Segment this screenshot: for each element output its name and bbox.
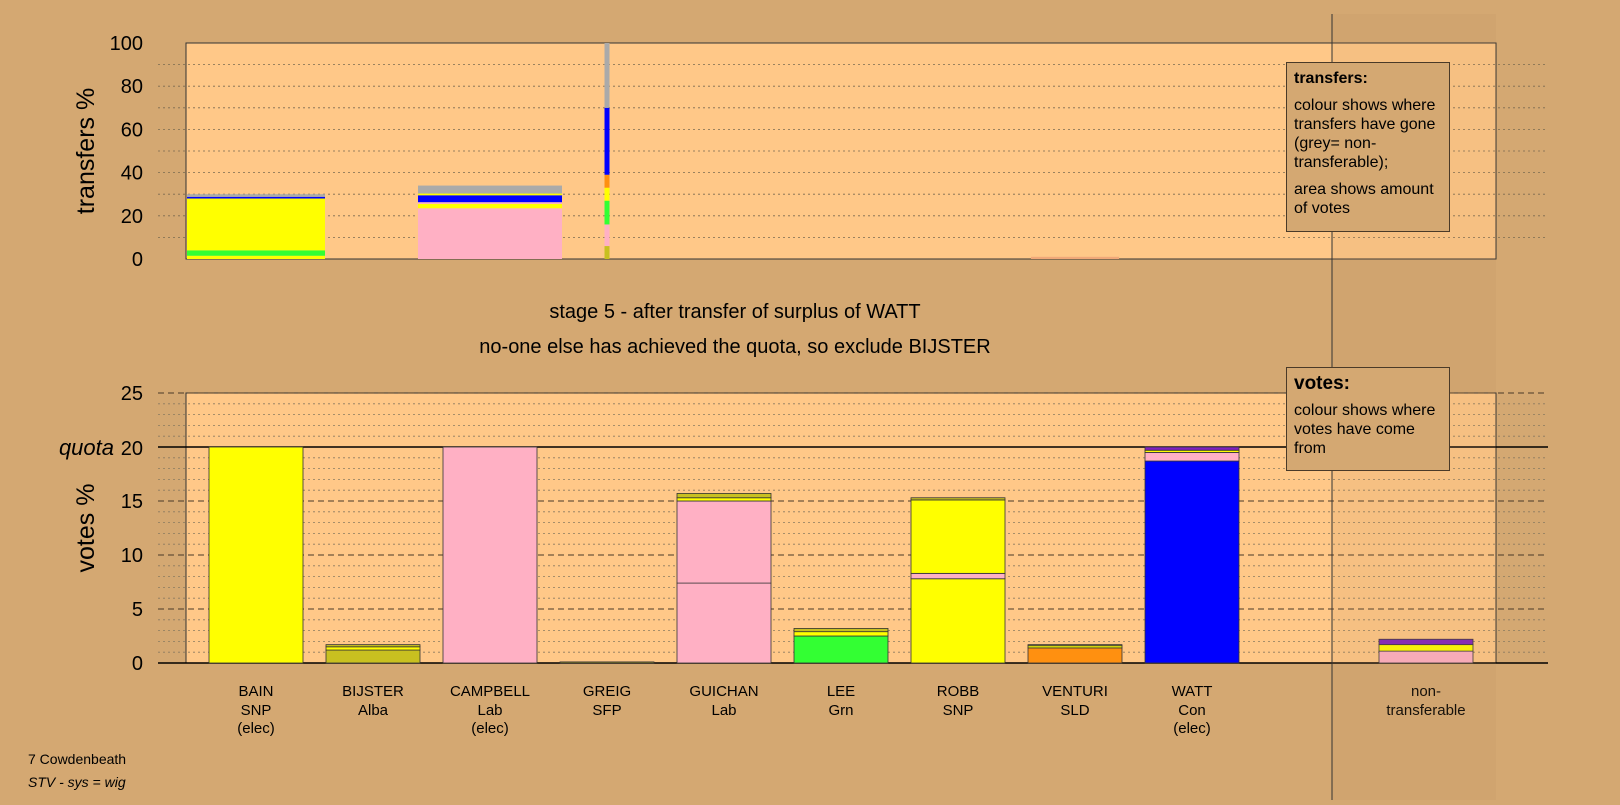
vote-segment-watt bbox=[1144, 446, 1240, 451]
transfer-segment-bain bbox=[187, 255, 325, 259]
transfer-segment-bain bbox=[187, 250, 325, 256]
votes-plot-area bbox=[185, 392, 1497, 664]
transfer-segment-greig bbox=[604, 200, 610, 225]
transfers-legend-colour-text: colour shows where transfers have gone (… bbox=[1294, 97, 1436, 171]
vote-segment-robb bbox=[910, 578, 1006, 664]
candidate-party-label: SNP bbox=[241, 702, 272, 719]
vote-segment-robb bbox=[910, 499, 1006, 574]
constituency-label: 7 Cowdenbeath bbox=[28, 751, 127, 767]
candidate-party-label: Alba bbox=[358, 702, 389, 719]
transfer-segment-greig bbox=[604, 224, 610, 247]
transfer-segment-greig bbox=[604, 187, 610, 201]
nontransferable-label-line1: non- bbox=[1411, 683, 1441, 700]
vote-segment-watt bbox=[1144, 460, 1240, 664]
vote-segment-bijster bbox=[325, 649, 421, 664]
vote-segment-guichan bbox=[676, 493, 772, 499]
candidate-name-label: BAIN bbox=[238, 683, 273, 700]
candidate-name-label: LEE bbox=[827, 683, 855, 700]
candidate-name-label: GREIG bbox=[583, 683, 631, 700]
nontransferable-label-line2: transferable bbox=[1386, 702, 1465, 719]
transfers-y-tick-label: 60 bbox=[121, 119, 143, 141]
vote-segment-non-transferable bbox=[1378, 638, 1474, 646]
vote-segment-robb bbox=[910, 572, 1006, 580]
transfers-y-tick-label: 20 bbox=[121, 206, 143, 228]
votes-y-tick-label: 15 bbox=[121, 491, 143, 513]
votes-y-tick-label: 25 bbox=[121, 383, 143, 405]
candidate-status-label: (elec) bbox=[237, 720, 275, 737]
votes-y-tick-label: 10 bbox=[121, 545, 143, 567]
candidate-party-label: Con bbox=[1178, 702, 1206, 719]
candidate-party-label: SFP bbox=[592, 702, 621, 719]
vote-segment-lee bbox=[793, 635, 889, 664]
candidate-status-label: (elec) bbox=[1173, 720, 1211, 737]
transfer-segment-campbell bbox=[418, 185, 562, 194]
transfers-y-tick-label: 80 bbox=[121, 76, 143, 98]
vote-segment-greig bbox=[559, 661, 655, 664]
vote-segment-robb bbox=[910, 497, 1006, 501]
transfer-segment-campbell bbox=[418, 202, 562, 204]
transfer-segment-campbell bbox=[418, 203, 562, 209]
transfer-segment-greig bbox=[604, 246, 610, 259]
votes-y-tick-label: 0 bbox=[132, 653, 143, 675]
candidate-name-label: WATT bbox=[1172, 683, 1213, 700]
stage-heading: stage 5 - after transfer of surplus of W… bbox=[549, 301, 920, 323]
vote-segment-lee bbox=[793, 628, 889, 633]
transfer-segment-greig bbox=[604, 43, 610, 108]
transfer-segment-bain bbox=[187, 198, 325, 251]
vote-segment-bain bbox=[208, 446, 304, 664]
transfer-segment-venturi bbox=[1031, 256, 1119, 259]
vote-segment-venturi bbox=[1027, 647, 1123, 664]
vote-segment-watt bbox=[1144, 451, 1240, 462]
vote-segment-lee bbox=[793, 631, 889, 637]
transfer-segment-bain bbox=[187, 196, 325, 199]
transfer-segment-campbell bbox=[418, 208, 562, 259]
candidate-party-label: Grn bbox=[828, 702, 853, 719]
stage-decision-text: no-one else has achieved the quota, so e… bbox=[479, 336, 990, 358]
vote-segment-bijster bbox=[325, 644, 421, 648]
votes-y-axis-label: votes % bbox=[72, 484, 100, 573]
candidate-name-label: GUICHAN bbox=[689, 683, 758, 700]
transfers-y-tick-label: 40 bbox=[121, 163, 143, 185]
transfer-segment-campbell bbox=[418, 195, 562, 203]
votes-legend: votes: colour shows where votes have com… bbox=[1286, 367, 1450, 471]
candidate-name-label: ROBB bbox=[937, 683, 980, 700]
transfer-segment-bain bbox=[187, 194, 325, 197]
transfers-y-tick-label: 0 bbox=[132, 249, 143, 271]
candidate-name-label: CAMPBELL bbox=[450, 683, 530, 700]
candidate-status-label: (elec) bbox=[471, 720, 509, 737]
transfers-legend-area-text: area shows amount of votes bbox=[1294, 181, 1434, 217]
transfer-segment-greig bbox=[604, 174, 610, 188]
votes-y-tick-label: 5 bbox=[132, 599, 143, 621]
transfers-y-axis-label: transfers % bbox=[72, 88, 100, 214]
vote-segment-venturi bbox=[1027, 644, 1123, 647]
votes-legend-colour-text: colour shows where votes have come from bbox=[1294, 402, 1436, 457]
quota-tick-label: 20 bbox=[121, 438, 143, 460]
vote-segment-campbell bbox=[442, 446, 538, 664]
candidate-party-label: Lab bbox=[711, 702, 736, 719]
candidate-name-label: BIJSTER bbox=[342, 683, 404, 700]
transfers-y-tick-label: 100 bbox=[110, 33, 143, 55]
candidate-name-label: VENTURI bbox=[1042, 683, 1108, 700]
vote-segment-guichan bbox=[676, 500, 772, 584]
votes-legend-title: votes: bbox=[1294, 373, 1350, 394]
system-label: STV - sys = wig bbox=[28, 774, 126, 790]
candidate-party-label: Lab bbox=[477, 702, 502, 719]
transfer-segment-campbell bbox=[418, 193, 562, 196]
candidate-party-label: SLD bbox=[1060, 702, 1089, 719]
candidate-party-label: SNP bbox=[943, 702, 974, 719]
transfers-legend-title: transfers: bbox=[1294, 70, 1368, 87]
quota-label: quota bbox=[59, 435, 114, 460]
vote-segment-guichan bbox=[676, 497, 772, 502]
transfer-segment-greig bbox=[604, 107, 610, 175]
vote-segment-guichan bbox=[676, 582, 772, 664]
transfers-legend: transfers: colour shows where transfers … bbox=[1286, 62, 1450, 232]
vote-segment-bijster bbox=[325, 646, 421, 651]
